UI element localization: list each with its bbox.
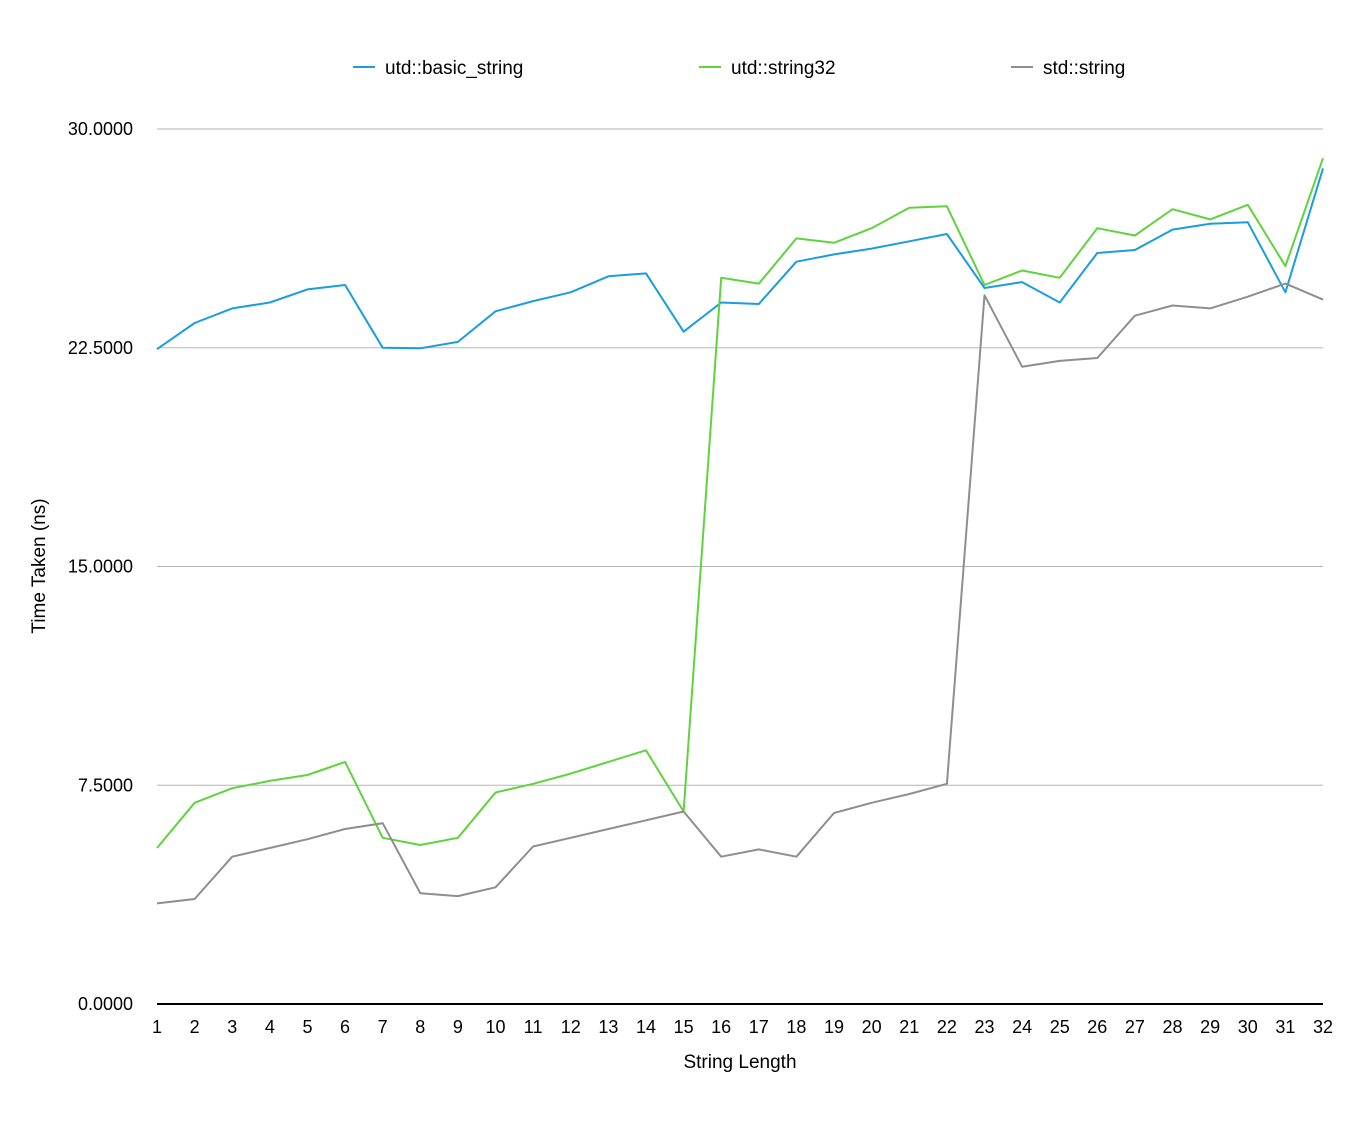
x-tick-label: 18 bbox=[786, 1017, 806, 1037]
x-tick-label: 9 bbox=[453, 1017, 463, 1037]
legend-label-std-string: std::string bbox=[1043, 58, 1125, 79]
series-line-utd-string32 bbox=[156, 157, 1324, 849]
x-tick-label: 6 bbox=[340, 1017, 350, 1037]
x-tick-label: 3 bbox=[227, 1017, 237, 1037]
x-tick-label: 21 bbox=[899, 1017, 919, 1037]
y-tick-label: 7.5000 bbox=[78, 775, 133, 795]
x-tick-label: 28 bbox=[1163, 1017, 1183, 1037]
x-tick-label: 11 bbox=[524, 1017, 543, 1037]
x-tick-label: 27 bbox=[1125, 1017, 1145, 1037]
x-tick-label: 22 bbox=[937, 1017, 957, 1037]
x-tick-label: 13 bbox=[598, 1017, 618, 1037]
x-tick-label: 7 bbox=[378, 1017, 388, 1037]
x-tick-label: 14 bbox=[636, 1017, 656, 1037]
series-line-utd-basic-string bbox=[156, 168, 1324, 351]
x-tick-label: 25 bbox=[1050, 1017, 1070, 1037]
y-axis-title: Time Taken (ns) bbox=[29, 498, 50, 633]
legend: utd::basic_string utd::string32 std::str… bbox=[353, 58, 1125, 79]
x-tick-label: 23 bbox=[974, 1017, 994, 1037]
x-tick-label: 20 bbox=[862, 1017, 882, 1037]
legend-label-utd-string32: utd::string32 bbox=[731, 58, 836, 79]
series-lines bbox=[156, 157, 1324, 905]
y-tick-label: 0.0000 bbox=[78, 994, 133, 1014]
legend-label-utd-basic-string: utd::basic_string bbox=[385, 58, 523, 79]
x-tick-label: 4 bbox=[265, 1017, 275, 1037]
x-tick-label: 1 bbox=[152, 1017, 162, 1037]
x-tick-label: 24 bbox=[1012, 1017, 1032, 1037]
x-tick-label: 5 bbox=[302, 1017, 312, 1037]
x-tick-label: 2 bbox=[190, 1017, 200, 1037]
x-tick-label: 31 bbox=[1275, 1017, 1295, 1037]
y-tick-label: 22.5000 bbox=[68, 338, 133, 358]
legend-item-std-string: std::string bbox=[1011, 58, 1125, 79]
gridlines bbox=[157, 128, 1323, 1005]
legend-item-utd-string32: utd::string32 bbox=[699, 58, 836, 79]
y-tick-label: 30.0000 bbox=[68, 119, 133, 139]
x-tick-label: 15 bbox=[674, 1017, 694, 1037]
y-axis-tick-labels: 0.0000 7.5000 15.0000 22.5000 30.0000 bbox=[68, 119, 133, 1014]
x-tick-label: 12 bbox=[561, 1017, 581, 1037]
x-axis-tick-labels: 1 2 3 4 5 6 7 8 9 10 11 12 13 14 15 16 17 18 19 20 21 22 23 24 2… bbox=[152, 1017, 1333, 1037]
x-tick-label: 32 bbox=[1313, 1017, 1333, 1037]
series-line-std-string bbox=[156, 282, 1324, 905]
x-tick-label: 16 bbox=[711, 1017, 731, 1037]
x-tick-label: 26 bbox=[1087, 1017, 1107, 1037]
x-tick-label: 17 bbox=[749, 1017, 769, 1037]
x-tick-label: 8 bbox=[415, 1017, 425, 1037]
x-tick-label: 10 bbox=[486, 1017, 506, 1037]
x-axis-title: String Length bbox=[683, 1052, 796, 1073]
x-tick-label: 19 bbox=[824, 1017, 844, 1037]
x-tick-label: 29 bbox=[1200, 1017, 1220, 1037]
y-tick-label: 15.0000 bbox=[68, 557, 133, 577]
legend-item-utd-basic-string: utd::basic_string bbox=[353, 58, 523, 79]
x-tick-label: 30 bbox=[1238, 1017, 1258, 1037]
